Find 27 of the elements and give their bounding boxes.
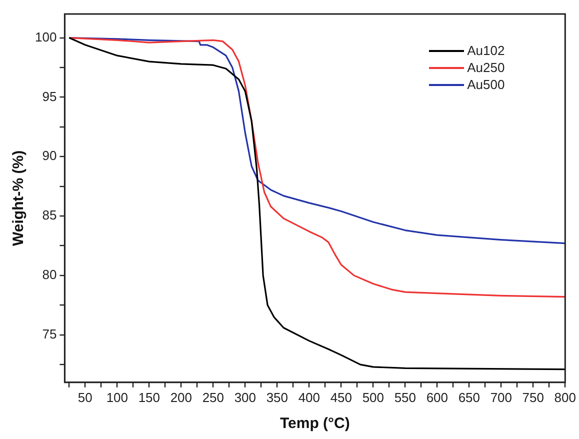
y-axis-title: Weight-% (%) [10,150,28,246]
y-tick-label: 80 [42,267,57,282]
y-tick-label: 75 [42,326,57,342]
x-tick-label: 800 [554,390,576,405]
x-tick-label: 700 [490,390,512,405]
x-tick-label: 100 [106,390,128,405]
x-tick-label: 650 [458,390,480,405]
x-tick-label: 250 [202,390,224,405]
legend-label: Au500 [467,76,505,93]
x-tick-label: 300 [234,390,256,405]
legend-label: Au250 [467,59,505,76]
y-tick-label: 90 [42,148,57,164]
x-tick-label: 50 [78,390,92,405]
x-tick-label: 500 [362,390,384,405]
x-tick-label: 350 [266,390,288,405]
x-tick-label: 600 [426,390,448,405]
y-tick-label: 95 [42,88,57,104]
x-tick-label: 150 [138,390,160,405]
y-tick-label: 100 [34,29,57,44]
x-axis-title: Temp (°C) [280,415,350,432]
y-tick-label: 85 [42,208,57,223]
x-tick-label: 550 [394,390,416,405]
x-tick-label: 750 [522,390,544,405]
x-tick-label: 400 [298,390,320,405]
legend-label: Au102 [467,42,505,59]
x-tick-label: 200 [170,390,192,405]
x-tick-label: 450 [330,390,352,405]
